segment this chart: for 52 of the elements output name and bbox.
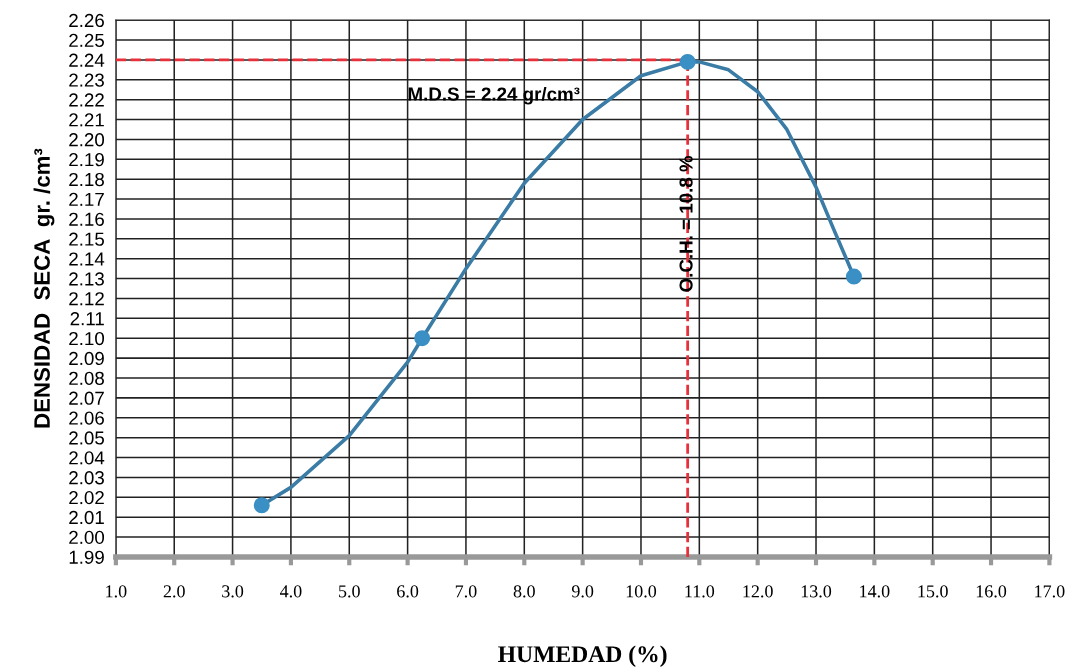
x-tick-label: 6.0 (397, 585, 419, 598)
y-tick-label: 2.04 (69, 451, 105, 465)
x-tick-label: 1.0 (106, 585, 127, 598)
y-tick-label: 2.22 (69, 93, 104, 107)
y-tick-label: 2.25 (69, 33, 104, 47)
x-tick-label: 9.0 (571, 585, 594, 598)
y-tick-label: 2.05 (69, 431, 104, 445)
x-tick-label: 13.0 (801, 585, 832, 598)
point (845, 268, 862, 285)
y-tick-label: 2.20 (69, 133, 105, 147)
x-tick-label: 5.0 (339, 585, 360, 598)
y-tick-label: 2.03 (69, 471, 104, 485)
x-tick-label: 16.0 (976, 585, 1007, 598)
y-tick-label: 2.06 (69, 411, 104, 425)
y-tick-label: 2.11 (70, 312, 104, 326)
y-tick-label: 2.18 (69, 172, 104, 187)
point (253, 497, 270, 514)
y-tick-label: 2.21 (69, 113, 104, 127)
y-tick-label: 2.24 (69, 53, 105, 67)
y-tick-label: 2.07 (69, 391, 104, 405)
point (679, 53, 696, 70)
y-tick-label: 1.99 (69, 550, 104, 564)
y-tick-label: 2.23 (69, 73, 104, 87)
y-axis-title: DENSIDAD SECA gr. /cm³ (33, 148, 55, 428)
y-tick-label: 2.01 (69, 510, 104, 525)
x-tick-label: 11.0 (685, 585, 715, 598)
x-tick-label: 3.0 (222, 585, 244, 598)
y-tick-label: 2.26 (69, 13, 104, 28)
y-tick-label: 2.17 (69, 192, 104, 206)
y-tick-label: 2.13 (69, 272, 104, 286)
ref-line-label: O.C.H. = 10.8 % (679, 155, 693, 292)
y-tick-label: 2.16 (69, 212, 104, 226)
x-tick-label: 4.0 (279, 585, 302, 598)
x-tick-label: 17.0 (1035, 585, 1065, 598)
y-tick-label: 2.02 (69, 490, 104, 505)
point (414, 330, 431, 347)
y-tick-label: 2.10 (69, 331, 105, 346)
x-tick-label: 15.0 (918, 585, 948, 598)
y-tick-label: 2.00 (69, 530, 105, 545)
x-tick-label: 2.0 (163, 585, 185, 598)
y-tick-label: 2.09 (69, 351, 104, 366)
x-tick-label: 12.0 (743, 585, 773, 598)
x-tick-label: 8.0 (513, 585, 535, 598)
x-tick-label: 10.0 (626, 585, 657, 598)
y-tick-label: 2.08 (69, 371, 104, 385)
y-tick-label: 2.15 (69, 232, 104, 246)
x-tick-label: 14.0 (860, 585, 890, 598)
x-tick-label: 7.0 (455, 585, 477, 598)
y-tick-label: 2.14 (69, 252, 105, 266)
y-tick-label: 2.19 (69, 153, 104, 167)
y-tick-label: 2.12 (69, 292, 104, 306)
x-axis-title: HUMEDAD (%) (498, 645, 667, 667)
